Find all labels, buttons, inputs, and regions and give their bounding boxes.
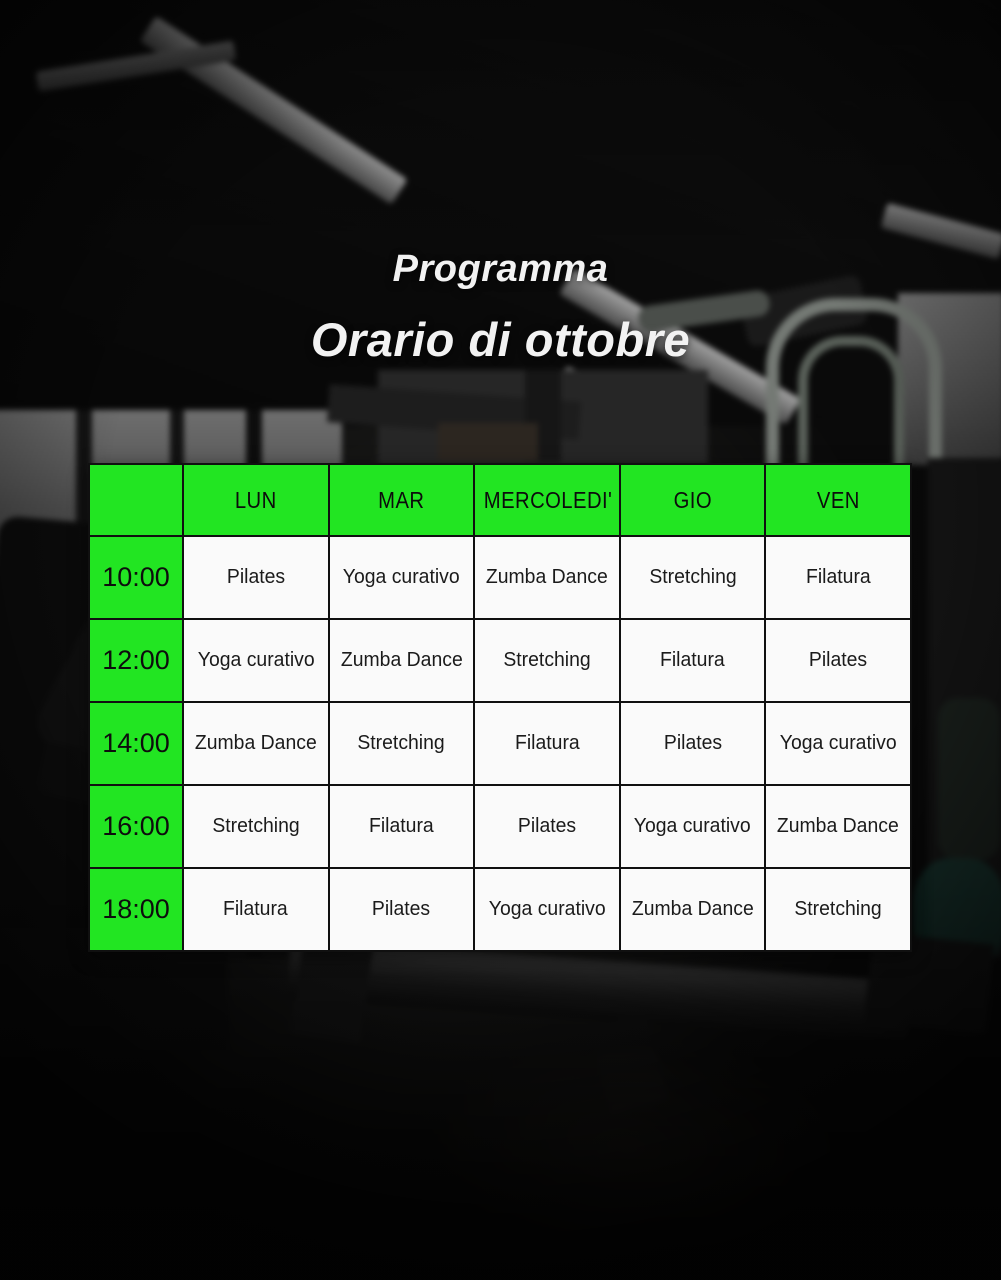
- table-row: 10:00 Pilates Yoga curativo Zumba Dance …: [88, 535, 912, 620]
- class-label: Stretching: [503, 649, 591, 671]
- class-cell: Stretching: [473, 618, 621, 703]
- day-header-ven: VEN: [764, 463, 912, 537]
- corner-cell: [88, 463, 184, 537]
- time-cell: 16:00: [88, 784, 184, 869]
- class-cell: Stretching: [618, 535, 767, 620]
- class-cell: Zumba Dance: [182, 701, 330, 786]
- class-cell: Yoga curativo: [618, 784, 767, 869]
- class-label: Yoga curativo: [488, 898, 606, 920]
- day-label: VEN: [816, 486, 860, 513]
- class-cell: Pilates: [182, 535, 330, 620]
- schedule-table: LUN MAR MERCOLEDI' GIO VEN 10:00 Pilates…: [88, 463, 912, 952]
- class-cell: Zumba Dance: [618, 867, 767, 952]
- class-cell: Filatura: [327, 784, 476, 869]
- class-label: Stretching: [648, 566, 737, 588]
- class-label: Zumba Dance: [777, 815, 900, 837]
- table-row: 16:00 Stretching Filatura Pilates Yoga c…: [88, 784, 912, 869]
- class-label: Filatura: [805, 566, 871, 588]
- table-row: 12:00 Yoga curativo Zumba Dance Stretchi…: [88, 618, 912, 703]
- class-label: Zumba Dance: [631, 898, 754, 920]
- teal-reflection: [938, 698, 1000, 860]
- table-row: 14:00 Zumba Dance Stretching Filatura Pi…: [88, 701, 912, 786]
- poster-title: Orario di ottobre: [310, 313, 691, 366]
- class-cell: Zumba Dance: [327, 618, 476, 703]
- class-cell: Stretching: [327, 701, 476, 786]
- day-label: GIO: [673, 486, 712, 513]
- class-cell: Yoga curativo: [764, 701, 912, 786]
- class-label: Pilates: [517, 815, 577, 837]
- table-row: 18:00 Filatura Pilates Yoga curativo Zum…: [88, 867, 912, 952]
- class-cell: Pilates: [764, 618, 912, 703]
- class-cell: Stretching: [764, 867, 912, 952]
- day-label: MERCOLEDI': [483, 486, 613, 513]
- class-label: Filatura: [223, 898, 289, 920]
- header-row: LUN MAR MERCOLEDI' GIO VEN: [88, 463, 912, 537]
- time-cell: 10:00: [88, 535, 184, 620]
- class-cell: Filatura: [764, 535, 912, 620]
- class-label: Yoga curativo: [779, 732, 897, 754]
- class-label: Yoga curativo: [197, 649, 315, 671]
- day-header-lun: LUN: [182, 463, 330, 537]
- class-cell: Pilates: [473, 784, 621, 869]
- day-label: MAR: [378, 486, 425, 513]
- day-label: LUN: [234, 486, 277, 513]
- floor-glow: [418, 1038, 840, 1260]
- class-label: Filatura: [514, 732, 580, 754]
- class-label: Pilates: [809, 649, 868, 671]
- class-cell: Pilates: [327, 867, 476, 952]
- class-label: Stretching: [212, 815, 300, 837]
- wall-shadow: [438, 423, 538, 461]
- class-label: Yoga curativo: [634, 815, 752, 837]
- class-cell: Stretching: [182, 784, 330, 869]
- class-label: Pilates: [663, 732, 722, 754]
- class-label: Pilates: [372, 898, 431, 920]
- class-cell: Filatura: [473, 701, 621, 786]
- class-cell: Filatura: [618, 618, 767, 703]
- class-label: Filatura: [660, 649, 725, 671]
- poster-subtitle: Programma: [392, 248, 609, 290]
- class-label: Zumba Dance: [340, 649, 463, 671]
- class-cell: Yoga curativo: [473, 867, 621, 952]
- class-label: Filatura: [369, 815, 434, 837]
- class-cell: Yoga curativo: [182, 618, 330, 703]
- class-label: Stretching: [794, 898, 882, 920]
- class-cell: Yoga curativo: [327, 535, 476, 620]
- class-label: Yoga curativo: [342, 566, 460, 588]
- time-cell: 18:00: [88, 867, 184, 952]
- class-cell: Filatura: [182, 867, 330, 952]
- day-header-gio: GIO: [618, 463, 767, 537]
- class-label: Zumba Dance: [486, 566, 608, 588]
- class-cell: Pilates: [618, 701, 767, 786]
- time-cell: 12:00: [88, 618, 184, 703]
- class-label: Pilates: [226, 566, 285, 588]
- class-cell: Zumba Dance: [473, 535, 621, 620]
- class-label: Stretching: [357, 732, 446, 754]
- day-header-mar: MAR: [327, 463, 476, 537]
- time-cell: 14:00: [88, 701, 184, 786]
- day-header-mercoledi: MERCOLEDI': [473, 463, 621, 537]
- class-label: Zumba Dance: [194, 732, 317, 754]
- class-cell: Zumba Dance: [764, 784, 912, 869]
